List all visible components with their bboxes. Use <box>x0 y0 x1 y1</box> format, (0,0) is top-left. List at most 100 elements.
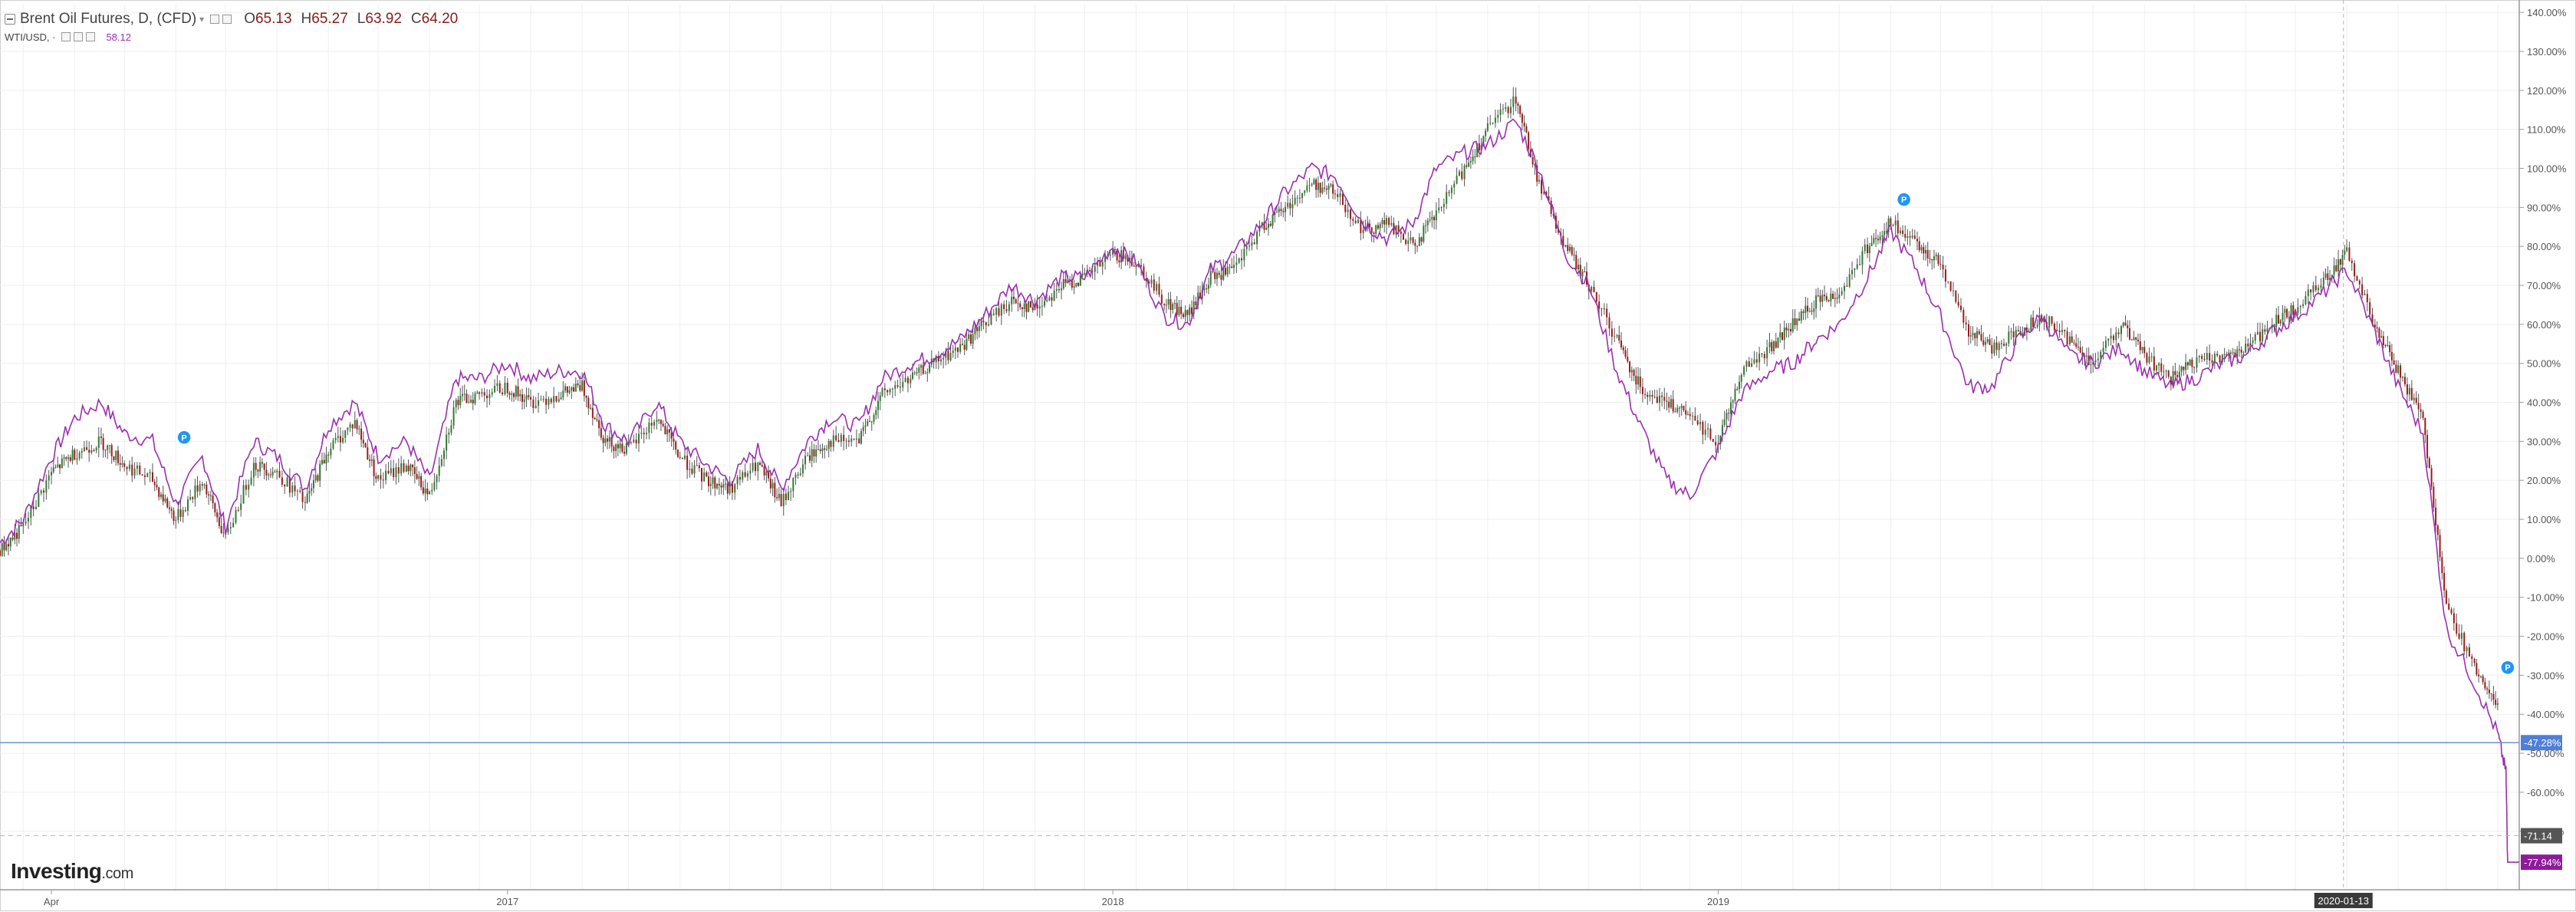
candle <box>312 474 314 494</box>
candle-body <box>1094 265 1096 272</box>
compare-settings-icon[interactable] <box>74 32 84 41</box>
candle <box>2186 361 2189 370</box>
candle-body <box>1781 332 1784 341</box>
eye-icon[interactable] <box>210 15 220 24</box>
candle-body <box>1015 299 1017 304</box>
candle <box>294 476 296 496</box>
candle <box>367 439 369 460</box>
candle <box>291 482 294 498</box>
candle-body <box>757 463 759 472</box>
candle-body <box>1887 218 1890 232</box>
candle-body <box>2247 344 2249 347</box>
candle <box>1461 163 1463 181</box>
candle-body <box>1696 420 1699 425</box>
candle <box>1381 217 1383 229</box>
candle-body <box>311 488 313 491</box>
candle <box>2128 320 2130 341</box>
candle <box>2097 351 2099 367</box>
candle-body <box>2058 330 2061 333</box>
candle <box>573 384 575 393</box>
candle <box>2436 524 2439 541</box>
candle <box>538 392 540 413</box>
candle <box>1629 361 1631 378</box>
chevron-down-icon[interactable]: ▾ <box>199 14 205 25</box>
candle-body <box>650 423 653 426</box>
candle <box>2433 482 2435 512</box>
candle <box>1523 115 1525 132</box>
event-marker-icon[interactable]: P <box>2500 660 2515 675</box>
candle-body <box>2484 682 2486 689</box>
candle <box>1272 213 1274 229</box>
candle-body <box>115 450 117 460</box>
compare-close-icon[interactable] <box>86 32 96 41</box>
candle <box>2150 352 2153 362</box>
candle <box>1407 232 1410 252</box>
event-marker-icon[interactable]: P <box>176 430 192 446</box>
candle <box>827 438 830 458</box>
candle <box>1385 215 1387 234</box>
candle-body <box>1873 238 1875 243</box>
candle <box>1163 303 1166 311</box>
candle-body <box>832 435 834 447</box>
settings-icon[interactable] <box>222 15 232 24</box>
candle <box>1220 266 1222 286</box>
candle <box>870 420 873 431</box>
candle-body <box>827 440 830 449</box>
candle-body <box>139 465 141 475</box>
candle-body <box>22 523 25 527</box>
candle-body <box>2155 365 2157 371</box>
candle-body <box>662 423 664 426</box>
candle <box>472 392 474 410</box>
candle <box>1790 322 1792 336</box>
candle <box>1846 276 1848 288</box>
candle-body <box>52 467 54 472</box>
candle-body <box>149 472 151 474</box>
candle-body <box>610 436 613 447</box>
candle-body <box>1783 328 1785 341</box>
collapse-legend-icon[interactable] <box>5 14 15 25</box>
candle-body <box>1748 361 1750 367</box>
compare-eye-icon[interactable] <box>61 32 71 41</box>
candle <box>1180 300 1183 320</box>
candle-body <box>448 433 450 435</box>
candle <box>1680 403 1683 416</box>
candle-body <box>1456 175 1458 184</box>
candle <box>1838 287 1841 304</box>
candle <box>2234 349 2236 358</box>
candle-body <box>542 398 544 400</box>
candle <box>2240 346 2242 358</box>
candle <box>117 446 119 466</box>
candle <box>278 462 281 479</box>
candle-body <box>158 487 160 497</box>
candle-body <box>1867 244 1869 254</box>
candle-body <box>380 475 382 480</box>
candle-body <box>342 437 344 443</box>
candle-body <box>1552 213 1554 216</box>
candle-body <box>525 395 528 400</box>
candle <box>853 438 855 441</box>
candle <box>1637 367 1640 390</box>
candle <box>1591 285 1593 295</box>
candle-body <box>271 472 274 476</box>
candle-body <box>375 476 377 479</box>
candle-body <box>314 475 317 481</box>
main-series-title[interactable]: Brent Oil Futures, D, (CFD) <box>20 11 197 27</box>
candle-body <box>725 483 727 485</box>
candle-body <box>206 484 208 495</box>
compare-series-title[interactable]: WTI/USD, · <box>5 31 56 43</box>
candle-body <box>199 484 201 492</box>
y-tick-label: 80.00% <box>2527 241 2561 252</box>
candle <box>218 512 220 529</box>
candle-body <box>390 468 392 474</box>
candle <box>548 396 550 410</box>
candle-body <box>38 493 40 507</box>
candle-body <box>2400 365 2402 378</box>
candle-body <box>571 387 573 390</box>
candle <box>1505 102 1507 112</box>
candle-body <box>413 467 416 474</box>
candle <box>2124 315 2127 327</box>
event-marker-icon[interactable]: P <box>1896 192 1912 207</box>
candle <box>2034 327 2036 329</box>
candle-body <box>57 464 59 467</box>
